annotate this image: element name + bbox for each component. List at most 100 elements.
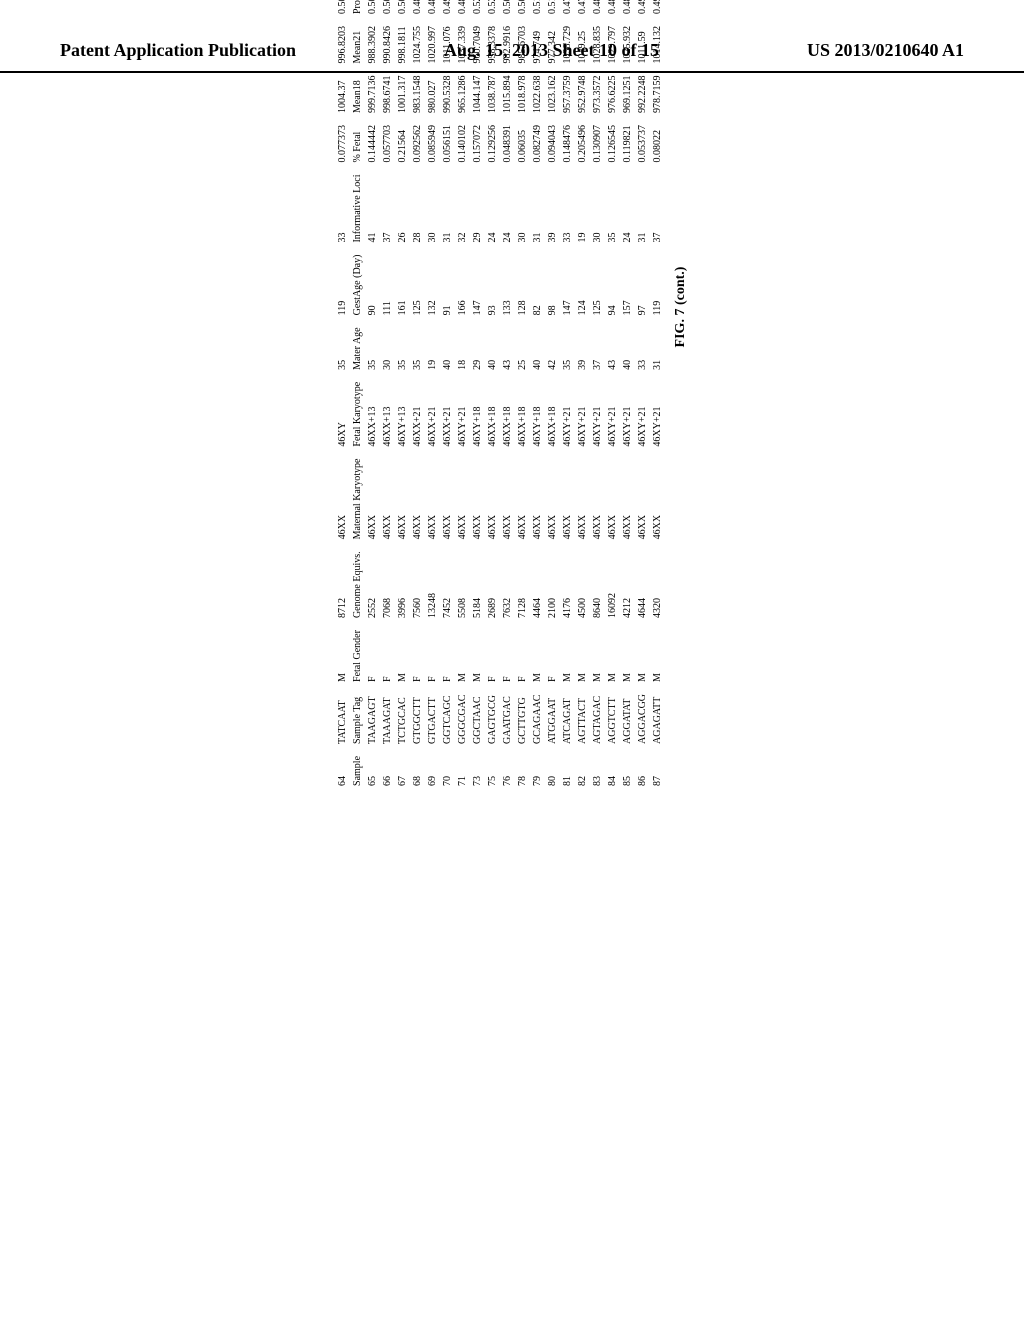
table-cell: GCAGAAC [530, 688, 545, 750]
table-cell: 25 [515, 321, 530, 376]
table-cell: 965.1286 [455, 70, 470, 120]
table-cell: M [620, 624, 635, 688]
table-cell: 46XX+13 [380, 376, 395, 453]
table-cell: 7632 [500, 545, 515, 624]
table-cell: 4644 [635, 545, 650, 624]
table-cell: GAGTGCG [485, 688, 500, 750]
table-cell: 5508 [455, 545, 470, 624]
table-cell: 0.157072 [470, 119, 485, 169]
figure-caption: FIG. 7 (cont.) [673, 0, 689, 792]
table-cell: 90 [365, 249, 380, 322]
table-cell: 157 [620, 249, 635, 322]
table-cell: 46XX+18 [515, 376, 530, 453]
table-cell: 31 [440, 169, 455, 249]
table-header-cell: Maternal Karyotype [350, 453, 365, 546]
table-cell: 33 [635, 321, 650, 376]
table-cell: 33 [335, 169, 350, 249]
table-cell: F [440, 624, 455, 688]
table-cell: 977.342 [545, 20, 560, 70]
table-header-cell: Sample [350, 750, 365, 792]
table-cell: 1024.755 [410, 20, 425, 70]
table-header-cell: Sample Tag [350, 688, 365, 750]
table-cell: 37 [650, 169, 665, 249]
table-cell: 30 [515, 169, 530, 249]
table-cell: 0.205496 [575, 119, 590, 169]
table-cell: 2552 [365, 545, 380, 624]
table-row: 80ATGGAATF210046XX46XX+184298390.0940431… [545, 0, 560, 792]
table-cell: 974.749 [530, 20, 545, 70]
table-cell: 46XX [560, 453, 575, 546]
table-cell: 1018.978 [515, 70, 530, 120]
table-cell: 0.130907 [590, 119, 605, 169]
table-cell: 46XX [440, 453, 455, 546]
table-cell: 0.52081 [470, 0, 485, 20]
table-row: 85AGGATATM421246XX46XY+2140157240.119821… [620, 0, 635, 792]
table-cell: 985.6703 [515, 20, 530, 70]
table-cell: 46XX [335, 453, 350, 546]
table-row: 71GGGCGACM550846XX46XY+2118166320.140102… [455, 0, 470, 792]
table-cell: 46XX [485, 453, 500, 546]
table-cell: GGTCAGC [440, 688, 455, 750]
table-cell: 82 [530, 249, 545, 322]
table-cell: M [575, 624, 590, 688]
table-header-cell: Genome Equivs. [350, 545, 365, 624]
data-table: 64TATCAATM871246XX46XY35119330.077373100… [335, 0, 665, 792]
table-cell: AGAGATT [650, 688, 665, 750]
table-cell: 147 [470, 249, 485, 322]
table-cell: 0.048391 [500, 119, 515, 169]
table-cell: 33 [560, 169, 575, 249]
table-cell: 0.489763 [425, 0, 440, 20]
table-cell: 0.148476 [560, 119, 575, 169]
table-cell: 26 [395, 169, 410, 249]
table-cell: 1022.638 [530, 70, 545, 120]
table-row: 70GGTCAGCF745246XX46XX+214091310.0561519… [440, 0, 455, 792]
table-cell: 0.479622 [560, 0, 575, 20]
table-cell: 46XX [425, 453, 440, 546]
table-cell: 998.1811 [395, 20, 410, 70]
table-cell: 83 [590, 750, 605, 792]
table-cell: 1011.59 [635, 20, 650, 70]
table-cell: 2689 [485, 545, 500, 624]
table-cell: 46XX [515, 453, 530, 546]
table-cell: 28 [410, 169, 425, 249]
table-cell: 69 [425, 750, 440, 792]
table-cell: 46XX [575, 453, 590, 546]
table-header-cell: Prop18 [350, 0, 365, 20]
table-cell: 960.7049 [470, 20, 485, 70]
table-cell: 1049.25 [575, 20, 590, 70]
table-cell: 94 [605, 249, 620, 322]
table-cell: 7560 [410, 545, 425, 624]
table-cell: 0.501968 [380, 0, 395, 20]
table-cell: 76 [500, 750, 515, 792]
table-cell: TCTGCAC [395, 688, 410, 750]
table-cell: ATGGAAT [545, 688, 560, 750]
table-cell: 992.2248 [635, 70, 650, 120]
table-row: 75GAGTGCGF268946XX46XX+184093240.1292561… [485, 0, 500, 792]
table-cell: 978.7159 [650, 70, 665, 120]
table-row: 81ATCAGATM417646XX46XY+2135147330.148476… [560, 0, 575, 792]
table-cell: 66 [380, 750, 395, 792]
table-cell: 0.119821 [620, 119, 635, 169]
table-cell: 46XX+13 [365, 376, 380, 453]
table-cell: 1004.37 [335, 70, 350, 120]
table-cell: 4320 [650, 545, 665, 624]
table-cell: AGTTACT [575, 688, 590, 750]
table-cell: 1038.729 [560, 20, 575, 70]
table-cell: 31 [635, 169, 650, 249]
table-cell: AGGTCTT [605, 688, 620, 750]
table-cell: 1037.339 [455, 20, 470, 70]
table-cell: 976.6225 [605, 70, 620, 120]
table-cell: 119 [335, 249, 350, 322]
table-cell: 1038.787 [485, 70, 500, 120]
table-cell: M [560, 624, 575, 688]
table-cell: M [635, 624, 650, 688]
table-cell: 40 [620, 321, 635, 376]
table-cell: 132 [425, 249, 440, 322]
table-cell: 996.8203 [335, 20, 350, 70]
table-cell: 46XY+21 [455, 376, 470, 453]
table-cell: 87 [650, 750, 665, 792]
table-header-row: SampleSample TagFetal GenderGenome Equiv… [350, 0, 365, 792]
table-cell: 128 [515, 249, 530, 322]
table-cell: 32 [455, 169, 470, 249]
table-cell: 24 [500, 169, 515, 249]
